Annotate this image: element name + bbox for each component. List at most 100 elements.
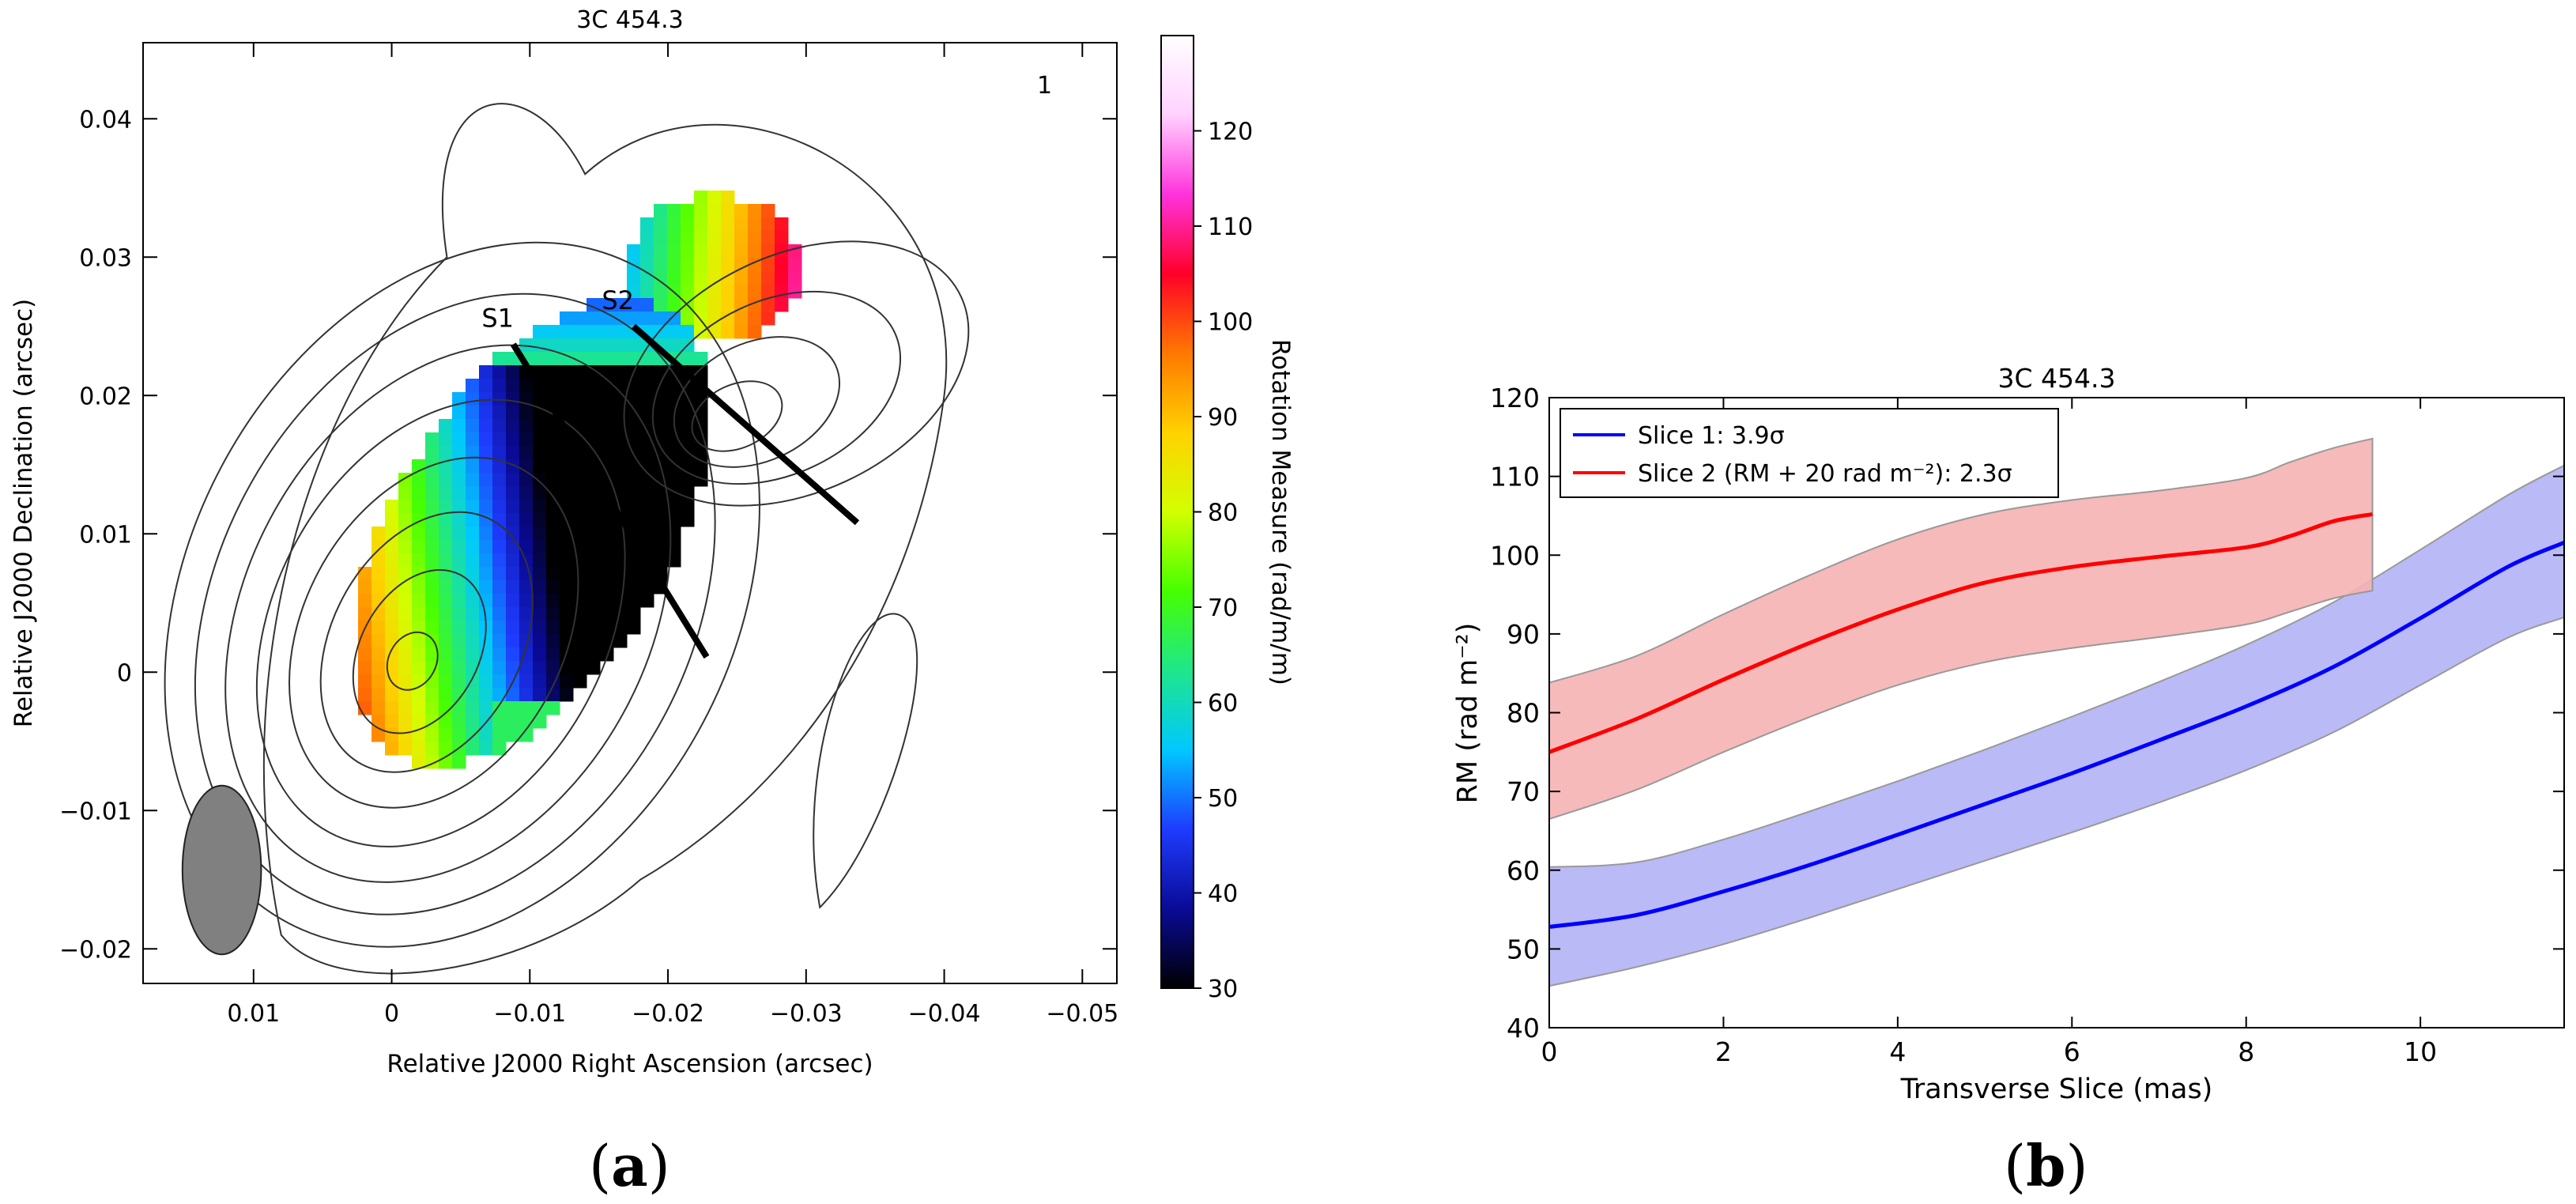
rm-pixel	[640, 527, 654, 541]
rm-pixel	[748, 325, 762, 339]
rm-pixel	[452, 607, 466, 621]
x-tick-label: 8	[2238, 1036, 2254, 1067]
rm-pixel	[546, 580, 560, 594]
rm-pixel	[694, 365, 708, 379]
y-tick-label: 50	[1507, 934, 1540, 964]
rm-pixel	[546, 647, 560, 662]
rm-pixel	[654, 527, 668, 541]
rm-pixel	[466, 701, 480, 715]
rm-pixel	[412, 634, 426, 648]
rm-pixel	[533, 580, 547, 594]
rm-pixel	[372, 647, 386, 662]
rm-pixel	[761, 311, 775, 326]
colorbar-tick-label: 100	[1208, 309, 1253, 337]
rm-pixel	[372, 728, 386, 742]
rm-pixel	[694, 392, 708, 406]
rm-pixel	[600, 338, 614, 353]
rm-pixel	[586, 325, 601, 339]
rm-pixel	[586, 661, 601, 675]
rm-pixel	[640, 486, 654, 500]
contour-line	[386, 631, 439, 691]
rm-pixel	[492, 728, 507, 742]
rm-pixel	[398, 513, 413, 527]
rm-pixel	[479, 432, 493, 447]
rm-pixel	[398, 742, 413, 756]
rm-pixel	[560, 352, 574, 366]
rm-pixel	[600, 513, 614, 527]
rm-pixel	[358, 580, 372, 594]
rm-pixel	[452, 715, 466, 729]
rm-pixel	[506, 486, 520, 500]
rm-pixel	[654, 553, 668, 568]
rm-pixel	[654, 325, 668, 339]
rm-pixel	[452, 432, 466, 447]
rm-pixel	[681, 217, 695, 232]
rm-pixel	[667, 244, 681, 259]
rm-pixel	[600, 607, 614, 621]
rm-pixel	[586, 392, 601, 406]
panel-b-x-axis: 0 2 4 6 8 10	[1541, 398, 2437, 1067]
rm-pixel	[519, 406, 534, 420]
rm-pixel	[533, 715, 547, 729]
rm-pixel	[586, 647, 601, 662]
rm-pixel	[452, 755, 466, 769]
rm-pixel	[546, 379, 560, 393]
rm-pixel	[506, 365, 520, 379]
rm-pixel	[492, 419, 507, 433]
rm-pixel	[627, 432, 641, 447]
rm-pixel	[466, 634, 480, 648]
rm-pixel	[721, 217, 735, 232]
rm-pixel	[372, 688, 386, 702]
rm-pixel	[452, 594, 466, 608]
rm-pixel	[681, 432, 695, 447]
rm-pixel	[573, 540, 587, 554]
rm-pixel	[372, 527, 386, 541]
rm-pixel	[425, 647, 439, 662]
rm-pixel	[452, 459, 466, 474]
rm-pixel	[546, 473, 560, 487]
rm-pixel	[519, 419, 534, 433]
rm-pixel	[358, 661, 372, 675]
rm-pixel	[372, 701, 386, 715]
rm-pixel	[398, 647, 413, 662]
rm-pixel	[452, 701, 466, 715]
rm-pixel	[573, 500, 587, 514]
rm-pixel	[681, 406, 695, 420]
rm-pixel	[627, 553, 641, 568]
rm-pixel	[546, 513, 560, 527]
panel-a-rm-map: 3C 454.3 S1 S2 1 0.01 0 −0.01 −0.02 −0.03 −0.0…	[9, 6, 1295, 1078]
rm-pixel	[519, 446, 534, 460]
rm-pixel	[492, 715, 507, 729]
rm-pixel	[627, 244, 641, 259]
rm-pixel	[586, 379, 601, 393]
rm-pixel	[560, 607, 574, 621]
rm-pixel	[654, 271, 668, 285]
x-tick-label: 0	[384, 1000, 399, 1028]
rm-pixel	[681, 513, 695, 527]
rm-pixel	[506, 634, 520, 648]
rm-pixel	[721, 285, 735, 299]
panel-b-y-label: RM (rad m⁻²)	[1452, 623, 1484, 804]
rm-pixel	[667, 500, 681, 514]
rm-pixel	[372, 661, 386, 675]
rm-pixel	[560, 325, 574, 339]
rm-pixel	[533, 594, 547, 608]
rm-pixel	[788, 271, 802, 285]
rm-pixel	[452, 674, 466, 689]
rm-pixel	[412, 553, 426, 568]
rm-pixel	[640, 513, 654, 527]
rm-pixel	[560, 311, 574, 326]
rm-pixel	[546, 527, 560, 541]
rm-pixel	[748, 311, 762, 326]
rm-pixel	[439, 446, 453, 460]
rm-pixel	[479, 392, 493, 406]
rm-pixel	[788, 244, 802, 259]
rm-pixel	[613, 580, 628, 594]
rm-pixel	[586, 540, 601, 554]
rm-pixel	[654, 231, 668, 245]
rm-pixel	[466, 432, 480, 447]
rm-pixel	[479, 728, 493, 742]
x-tick-label: −0.03	[770, 1000, 843, 1028]
rm-pixel	[519, 674, 534, 689]
